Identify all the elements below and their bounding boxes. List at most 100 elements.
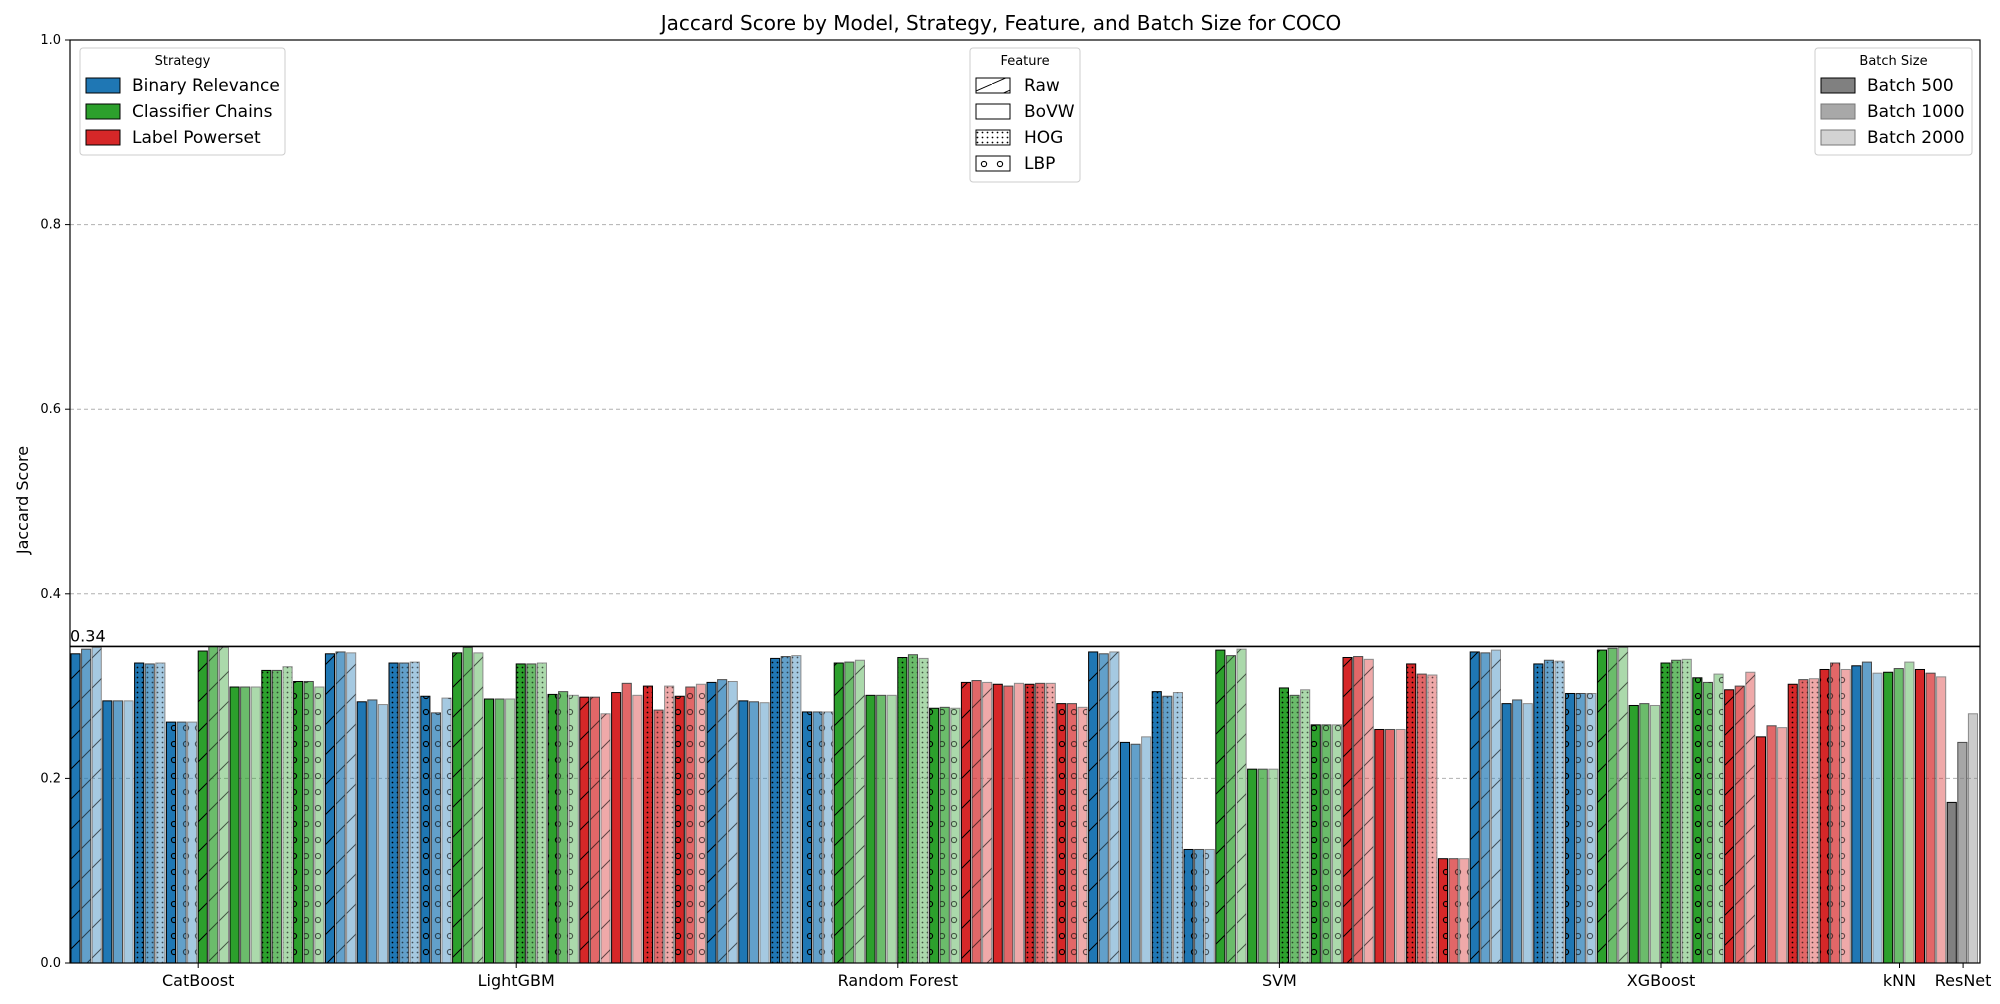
bar-fill [1395,728,1406,964]
bar-hatch [855,660,865,963]
bar-hatch [1470,651,1480,963]
bar-fill [1639,703,1650,964]
bar [611,692,622,964]
bar [547,693,558,964]
bar-hatch [145,663,155,963]
bar-hatch [579,697,589,963]
bar-hatch [1226,655,1236,963]
bar [1957,741,1968,964]
bar-hatch [1438,858,1448,963]
bar [1056,703,1067,964]
bar-hatch [1692,677,1702,963]
bar-fill [1374,728,1385,964]
bar [939,706,950,964]
bar-hatch [314,687,324,963]
bar [1777,727,1788,964]
bar-fill [494,698,505,964]
legend-entry-label: Batch 2000 [1867,128,1965,148]
legend-title: Feature [1000,54,1049,69]
y-tick-label: 0.4 [40,587,61,602]
bar [950,707,961,964]
bar-hatch [1152,691,1162,963]
bar-hatch [982,682,992,963]
y-tick-label: 0.6 [40,402,61,417]
bar [1416,673,1427,964]
feature-legend: Feature Raw BoVW HOG LBP [969,47,1081,183]
bar-fill [377,704,388,964]
bar-hatch [1311,724,1321,963]
bar [1130,743,1141,964]
bar [876,694,887,964]
bar [1162,695,1173,964]
bar [791,655,802,964]
bar [770,657,781,964]
legend-entry-label: BoVW [1024,102,1075,122]
bar [1766,725,1777,964]
legend-swatch [1820,77,1856,94]
bar-hatch [1703,682,1713,963]
bar [505,698,516,964]
bar [1278,687,1290,964]
bar [1755,736,1767,964]
bar [91,646,102,964]
bar-hatch [177,722,187,963]
bar-hatch [1555,661,1565,963]
bar-hatch [1565,693,1575,963]
legend-entry-label: HOG [1024,128,1063,148]
bar-hatch [908,654,918,963]
bar-hatch [1025,684,1035,963]
bar [1649,704,1661,964]
bar [1013,682,1025,964]
bar-hatch [1491,650,1501,963]
bar [1522,703,1533,964]
bar [1437,858,1449,964]
legend-swatch-pattern [976,130,1010,145]
bar [1798,679,1809,964]
bar [844,661,855,964]
bar-hatch [844,662,854,963]
bar [929,707,940,964]
bar-hatch [1449,858,1459,963]
strategy-legend: Strategy Binary Relevance Classifier Chain… [79,47,286,156]
bar [897,656,908,964]
bar [324,653,335,964]
bar-hatch [1809,678,1819,963]
bar-fill [356,701,367,964]
bar-hatch [590,697,600,963]
bar-hatch [1427,675,1437,963]
bar-hatch [1661,663,1671,963]
bar [971,680,982,964]
bar [218,646,229,964]
bar [1427,674,1438,964]
bar [1172,692,1184,964]
bar-hatch [961,682,971,963]
bar-hatch [1173,692,1183,963]
bar [1893,668,1904,964]
legend-entry-label: Raw [1024,76,1060,96]
legend-title: Strategy [155,54,211,69]
plot-frame [69,39,1981,964]
bar-hatch [664,686,674,963]
y-tick-label: 0.0 [40,956,61,971]
bar [70,653,81,964]
bar [1724,689,1735,964]
bar [1596,649,1608,964]
bar-fill [1851,665,1862,964]
bar [197,650,208,964]
y-tick-label: 1.0 [40,33,61,48]
bar [1565,692,1576,964]
bar [685,686,696,964]
bar [1353,656,1364,964]
bar [1151,691,1162,964]
bar-fill [123,700,134,964]
bar-hatch [526,663,536,963]
bar-fill [1119,741,1131,964]
bar [1003,685,1014,964]
bar-hatch [1205,849,1215,963]
bar-hatch [685,687,695,963]
bar-hatch [81,649,91,963]
bar [1734,685,1745,964]
bar-hatch [1067,703,1077,963]
bar-hatch [1321,724,1331,963]
